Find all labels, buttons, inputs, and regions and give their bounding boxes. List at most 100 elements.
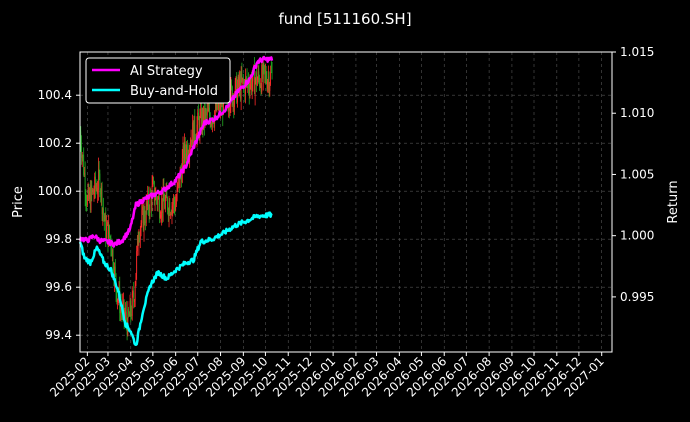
candle-body	[95, 176, 96, 189]
candle-body	[106, 222, 108, 226]
candle-body	[262, 63, 264, 79]
candle-body	[229, 106, 231, 111]
candle-body	[102, 208, 104, 214]
candle-body	[270, 71, 272, 73]
candle-body	[95, 188, 97, 189]
candle-body	[133, 292, 135, 302]
candle-body	[202, 111, 204, 127]
candle-body	[222, 97, 224, 115]
candle-body	[168, 202, 170, 216]
candle-body	[189, 146, 191, 148]
candle-body	[259, 77, 260, 87]
candle-body	[100, 192, 102, 195]
legend-box	[85, 57, 231, 104]
candle-body	[269, 83, 271, 91]
candle-body	[130, 300, 132, 315]
y-tick-label-left: 99.4	[45, 328, 72, 342]
candle-body	[204, 110, 206, 124]
candle-body	[266, 81, 268, 89]
candle-body	[125, 311, 127, 316]
candle-body	[134, 300, 135, 302]
candle-body	[191, 139, 193, 146]
candle-body	[201, 111, 203, 131]
candle-body	[103, 214, 105, 222]
y-tick-label-left: 100.4	[38, 88, 72, 102]
candle-body	[93, 193, 95, 195]
series-lines	[78, 55, 274, 347]
candle-body	[208, 107, 210, 112]
legend-label-buy-hold: Buy-and-Hold	[130, 84, 218, 99]
candle-body	[89, 191, 91, 210]
candle-body	[242, 77, 244, 83]
candle-body	[135, 273, 137, 286]
candle-body	[129, 300, 131, 317]
candle-body	[156, 198, 158, 205]
candle-body	[177, 183, 179, 187]
candle-body	[261, 64, 263, 93]
candle-body	[185, 153, 187, 160]
candle-body	[244, 82, 246, 95]
candle-body	[176, 186, 178, 199]
candle-body	[138, 237, 140, 246]
candle-body	[170, 213, 171, 216]
candle-body	[82, 155, 84, 156]
candle-body	[106, 225, 107, 239]
candle-body	[210, 122, 212, 126]
candle-body	[131, 293, 133, 316]
candle-body	[198, 119, 200, 135]
candle-body	[92, 189, 94, 194]
candle-body	[162, 198, 163, 213]
y-tick-label-right: 1.015	[620, 45, 654, 59]
candle-body	[107, 222, 109, 246]
candle-body	[260, 85, 262, 93]
candle-body	[184, 141, 186, 154]
candle-body	[262, 64, 263, 79]
candle-body	[256, 79, 258, 86]
candle-body	[258, 71, 260, 78]
candle-body	[134, 285, 136, 301]
candle-body	[237, 76, 239, 88]
candle-body	[169, 202, 171, 216]
candle-body	[145, 221, 146, 223]
candle-body	[256, 72, 257, 86]
candle-body	[215, 100, 217, 110]
legend: AI Strategy Buy-and-Hold	[85, 57, 231, 104]
candle-body	[166, 190, 168, 198]
candle-body	[98, 168, 100, 174]
candle-body	[251, 77, 252, 91]
candle-body	[109, 225, 110, 237]
candle-body	[248, 88, 250, 94]
y-tick-label-right: 1.000	[620, 229, 654, 243]
candle-body	[264, 65, 266, 73]
candle-body	[83, 155, 85, 175]
candle-body	[231, 83, 232, 87]
candle-body	[123, 300, 125, 318]
candle-body	[81, 155, 83, 158]
candle-body	[237, 87, 238, 103]
candle-body	[178, 178, 180, 184]
candle-body	[94, 176, 96, 194]
candle-body	[248, 80, 249, 89]
candle-body	[128, 309, 129, 316]
candle-body	[92, 189, 93, 193]
candle-body	[259, 85, 261, 87]
candle-body	[255, 72, 257, 81]
candle-body	[233, 96, 235, 107]
candle-body	[120, 305, 121, 314]
candle-body	[136, 251, 138, 274]
candle-body	[140, 222, 142, 229]
candle-body	[219, 98, 221, 110]
candle-body	[109, 236, 111, 239]
candle-body	[173, 198, 174, 205]
candle-body	[175, 198, 177, 205]
buy-hold-line	[78, 211, 273, 347]
candle-body	[171, 205, 173, 215]
candle-body	[243, 82, 245, 84]
candle-body	[157, 198, 159, 205]
candle-body	[142, 206, 144, 231]
candle-body	[90, 185, 92, 210]
candle-body	[80, 131, 82, 146]
candle-body	[142, 206, 143, 211]
candle-body	[234, 80, 236, 97]
y-tick-label-right: 1.010	[620, 106, 654, 120]
